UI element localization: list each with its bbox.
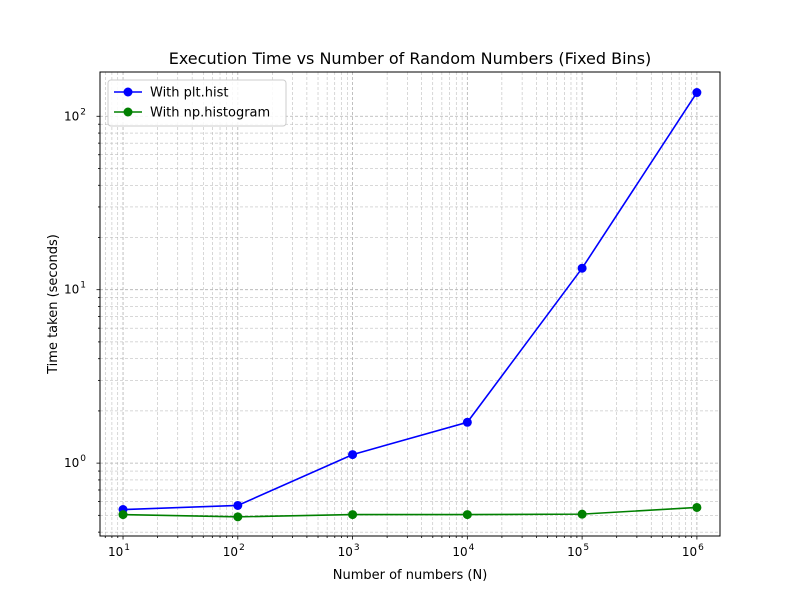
data-point-np-histogram (233, 512, 243, 522)
chart-title: Execution Time vs Number of Random Numbe… (169, 49, 652, 68)
x-tick-label: 105 (567, 543, 589, 559)
legend-box (107, 79, 287, 127)
x-tick-exponent: 1 (124, 543, 130, 553)
x-tick-label: 106 (682, 543, 704, 559)
legend-marker (123, 87, 133, 97)
legend-label: With np.histogram (150, 106, 270, 121)
plot-frame (99, 71, 721, 537)
data-point-plt-hist (692, 88, 702, 98)
series-line-np-histogram (123, 506, 697, 518)
x-tick-exponent: 3 (354, 543, 360, 553)
series-layer (118, 88, 702, 522)
data-point-plt-hist (577, 263, 587, 273)
x-tick-exponent: 6 (698, 543, 704, 553)
y-tick-exponent: 2 (80, 107, 86, 117)
data-point-plt-hist (233, 500, 243, 510)
data-point-np-histogram (462, 510, 472, 520)
data-point-np-histogram (348, 510, 358, 520)
data-point-np-histogram (577, 509, 587, 519)
legend-label: With plt.hist (150, 86, 228, 101)
x-tick-exponent: 5 (583, 543, 589, 553)
x-tick-label: 104 (452, 543, 474, 559)
grid (100, 72, 720, 536)
x-axis-label: Number of numbers (N) (333, 568, 488, 583)
legend-marker (123, 107, 133, 117)
y-tick-exponent: 0 (80, 454, 86, 464)
series-line-plt-hist (123, 92, 698, 511)
y-axis-label: Time taken (seconds) (46, 234, 61, 375)
x-tick-exponent: 2 (239, 543, 245, 553)
y-tick-exponent: 1 (80, 281, 86, 291)
data-point-np-histogram (692, 502, 702, 512)
x-tick-label: 102 (223, 543, 245, 559)
y-tick-label: 100 (64, 454, 86, 470)
data-point-plt-hist (348, 450, 358, 460)
y-tick-label: 101 (64, 281, 86, 297)
x-tick-label: 103 (338, 543, 360, 559)
legend: With plt.hist With np.histogram (107, 79, 287, 127)
x-tick-exponent: 4 (469, 543, 475, 553)
x-tick-label: 101 (108, 543, 130, 559)
y-tick-label: 102 (64, 107, 86, 123)
data-point-np-histogram (118, 510, 128, 520)
data-point-plt-hist (462, 417, 472, 427)
